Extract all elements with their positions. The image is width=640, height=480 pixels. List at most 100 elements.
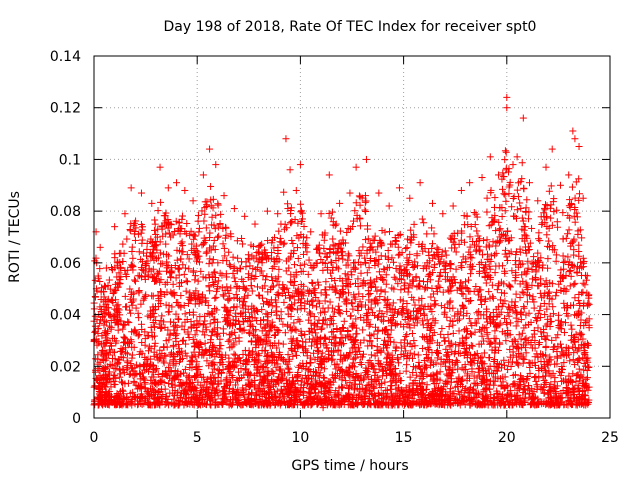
data-point: [428, 284, 436, 292]
data-point: [188, 240, 196, 248]
data-point: [207, 182, 215, 190]
data-point: [194, 211, 202, 219]
data-point: [91, 292, 99, 300]
data-point: [210, 269, 218, 277]
data-point: [185, 265, 193, 273]
data-point: [162, 267, 170, 275]
data-point: [105, 322, 113, 330]
data-point: [402, 245, 410, 253]
data-point: [410, 220, 418, 228]
data-point: [542, 344, 550, 352]
data-point: [357, 269, 365, 277]
data-point: [551, 374, 559, 382]
data-point: [96, 277, 104, 285]
data-point: [565, 171, 573, 179]
data-point: [515, 331, 523, 339]
data-point: [488, 281, 496, 289]
data-point: [301, 260, 309, 268]
data-point: [524, 382, 532, 390]
data-point: [386, 228, 394, 236]
data-point: [154, 254, 162, 262]
data-point: [245, 328, 253, 336]
chart-title: Day 198 of 2018, Rate Of TEC Index for r…: [164, 19, 537, 35]
data-point: [212, 293, 220, 301]
data-point: [511, 298, 519, 306]
data-point: [264, 237, 272, 245]
data-point: [127, 184, 135, 192]
data-point: [531, 337, 539, 345]
data-point: [292, 186, 300, 194]
data-point: [268, 264, 276, 272]
data-point: [307, 228, 315, 236]
data-point: [366, 279, 374, 287]
data-point: [282, 135, 290, 143]
data-point: [304, 270, 312, 278]
data-point: [578, 234, 586, 242]
data-point: [224, 337, 232, 345]
data-point: [296, 161, 304, 169]
data-point: [247, 282, 255, 290]
data-point: [491, 269, 499, 277]
data-point: [535, 235, 543, 243]
data-point: [347, 312, 355, 320]
data-point: [280, 188, 288, 196]
data-point: [178, 212, 186, 220]
data-point: [195, 224, 203, 232]
data-point: [569, 127, 577, 135]
data-point: [499, 262, 507, 270]
data-point: [272, 363, 280, 371]
data-point: [254, 283, 262, 291]
data-point: [178, 238, 186, 246]
data-point: [111, 223, 119, 231]
data-point: [433, 288, 441, 296]
data-point: [138, 226, 146, 234]
data-point: [214, 233, 222, 241]
data-point: [288, 217, 296, 225]
data-point: [579, 279, 587, 287]
data-point: [484, 335, 492, 343]
data-point: [385, 202, 393, 210]
data-point: [482, 279, 490, 287]
data-point: [114, 326, 122, 334]
data-point: [526, 179, 534, 187]
data-point: [503, 104, 511, 112]
data-point: [485, 354, 493, 362]
data-point: [478, 174, 486, 182]
data-point: [284, 351, 292, 359]
data-point: [117, 249, 125, 257]
data-point: [559, 252, 567, 260]
data-point: [452, 248, 460, 256]
data-point: [395, 184, 403, 192]
data-point: [485, 222, 493, 230]
data-point: [509, 161, 517, 169]
data-point: [224, 295, 232, 303]
data-point: [151, 216, 159, 224]
data-point: [381, 288, 389, 296]
data-point: [181, 365, 189, 373]
data-point: [514, 193, 522, 201]
data-point: [575, 143, 583, 150]
data-point: [297, 208, 305, 216]
data-point: [402, 332, 410, 340]
data-point: [414, 282, 422, 290]
data-point: [363, 269, 371, 277]
data-point: [431, 297, 439, 305]
data-point: [276, 234, 284, 242]
data-point: [534, 249, 542, 257]
data-point: [294, 316, 302, 324]
data-point: [579, 194, 587, 202]
data-point: [549, 242, 557, 250]
data-point: [245, 352, 253, 360]
data-point: [575, 241, 583, 249]
data-point: [544, 255, 552, 263]
data-point: [179, 337, 187, 345]
data-point: [447, 261, 455, 269]
data-point: [199, 171, 207, 179]
data-point: [129, 254, 137, 262]
data-point: [181, 186, 189, 194]
data-point: [377, 238, 385, 246]
data-point: [518, 175, 526, 183]
data-point: [304, 286, 312, 294]
data-point: [167, 273, 175, 281]
data-point: [280, 298, 288, 306]
